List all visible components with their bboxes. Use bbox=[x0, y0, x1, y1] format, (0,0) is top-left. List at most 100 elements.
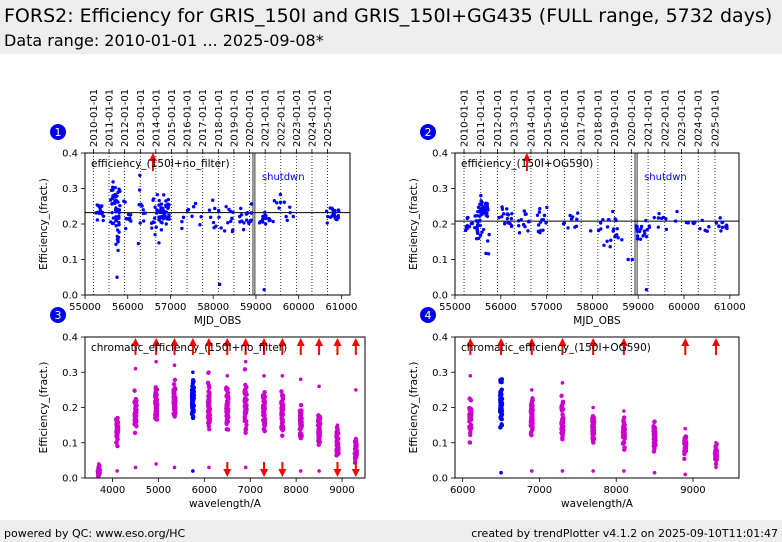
x-tick-label: 5000 bbox=[146, 485, 171, 496]
data-point bbox=[96, 462, 101, 466]
data-point bbox=[108, 198, 113, 202]
data-point bbox=[164, 222, 168, 226]
data-point bbox=[468, 432, 473, 438]
data-point bbox=[288, 205, 292, 209]
data-point bbox=[217, 215, 221, 219]
underflow-arrow-head bbox=[278, 469, 287, 477]
y-tick-label: 0.1 bbox=[62, 438, 78, 449]
data-point bbox=[499, 402, 504, 407]
data-point bbox=[591, 405, 595, 410]
data-point bbox=[644, 287, 649, 292]
underflow-arrow-head bbox=[351, 469, 360, 477]
panel-annotation: efficiency_(150I+no_filter) bbox=[91, 158, 230, 170]
top-date-label: 2023-01-01 bbox=[677, 89, 688, 147]
data-point bbox=[505, 216, 510, 221]
overflow-arrow-head bbox=[497, 338, 506, 346]
data-point bbox=[263, 222, 268, 226]
x-axis-label: wavelength/A bbox=[189, 498, 262, 510]
data-point bbox=[244, 422, 249, 428]
data-point bbox=[243, 426, 249, 431]
top-date-label: 2015-01-01 bbox=[167, 89, 178, 147]
data-point bbox=[171, 382, 177, 387]
data-point bbox=[505, 212, 510, 216]
overflow-arrow-head bbox=[278, 338, 287, 346]
data-point bbox=[725, 226, 729, 231]
header-bar: FORS2: Efficiency for GRIS_150I and GRIS… bbox=[0, 0, 782, 54]
top-date-label: 2025-01-01 bbox=[710, 89, 721, 147]
top-date-label: 2019-01-01 bbox=[229, 89, 240, 147]
x-tick-label: 9000 bbox=[680, 485, 705, 496]
data-point bbox=[545, 205, 549, 210]
data-point bbox=[635, 237, 640, 241]
top-date-label: 2015-01-01 bbox=[543, 89, 554, 147]
data-point bbox=[282, 200, 286, 204]
top-date-label: 2013-01-01 bbox=[136, 89, 147, 147]
data-point bbox=[719, 229, 723, 233]
data-point bbox=[248, 219, 253, 223]
data-point bbox=[673, 219, 678, 223]
data-point bbox=[157, 241, 161, 245]
top-date-label: 2021-01-01 bbox=[644, 89, 655, 147]
data-point bbox=[591, 427, 597, 432]
data-point bbox=[659, 216, 664, 221]
data-point bbox=[560, 417, 566, 422]
data-point bbox=[529, 388, 534, 392]
top-date-label: 2021-01-01 bbox=[261, 89, 272, 147]
data-point bbox=[480, 230, 484, 234]
data-point bbox=[242, 396, 248, 401]
overflow-arrow-head bbox=[170, 338, 179, 346]
overflow-arrow-head bbox=[711, 338, 720, 346]
data-point bbox=[161, 206, 165, 211]
data-point bbox=[334, 433, 340, 438]
data-point bbox=[157, 198, 161, 203]
data-point bbox=[180, 219, 184, 224]
data-point bbox=[212, 225, 216, 230]
data-point bbox=[591, 469, 595, 473]
data-point bbox=[523, 224, 527, 229]
y-tick-label: 0.0 bbox=[62, 291, 78, 302]
data-point bbox=[485, 239, 490, 243]
data-point bbox=[207, 465, 211, 470]
data-point bbox=[217, 282, 222, 287]
axes-frame bbox=[454, 336, 740, 479]
overflow-arrow-head bbox=[131, 338, 140, 346]
data-point bbox=[714, 440, 718, 445]
data-point bbox=[249, 202, 254, 206]
data-point bbox=[224, 403, 230, 408]
x-tick-label: 55000 bbox=[69, 302, 101, 313]
data-point bbox=[559, 430, 565, 435]
data-point bbox=[153, 386, 159, 392]
panel-number-badge bbox=[50, 124, 66, 140]
x-tick-label: 6000 bbox=[450, 485, 475, 496]
data-point bbox=[476, 220, 480, 225]
data-point bbox=[468, 422, 474, 428]
data-point bbox=[707, 225, 711, 229]
x-tick-label: 61000 bbox=[714, 302, 746, 313]
data-point bbox=[96, 474, 101, 479]
data-point bbox=[117, 223, 121, 227]
data-point bbox=[535, 213, 540, 217]
data-point bbox=[111, 194, 115, 198]
data-point bbox=[298, 402, 304, 408]
data-point bbox=[487, 232, 491, 237]
data-point bbox=[714, 465, 718, 470]
data-point bbox=[486, 252, 491, 256]
page-title: FORS2: Efficiency for GRIS_150I and GRIS… bbox=[4, 5, 773, 27]
data-point bbox=[622, 469, 626, 473]
data-point bbox=[115, 234, 119, 239]
overflow-arrow-head bbox=[681, 338, 690, 346]
data-point bbox=[621, 439, 626, 445]
data-point bbox=[467, 396, 472, 401]
data-point bbox=[111, 180, 115, 184]
overflow-arrow-head bbox=[188, 338, 197, 346]
data-point bbox=[206, 417, 211, 422]
y-tick-label: 0.2 bbox=[62, 403, 78, 414]
data-point bbox=[166, 205, 170, 210]
data-point bbox=[243, 465, 248, 470]
y-tick-label: 0.2 bbox=[432, 403, 448, 414]
data-point bbox=[522, 209, 527, 213]
data-point bbox=[479, 193, 483, 198]
panel-number-label: 3 bbox=[55, 309, 62, 322]
data-point bbox=[298, 377, 303, 382]
data-point bbox=[242, 221, 246, 225]
